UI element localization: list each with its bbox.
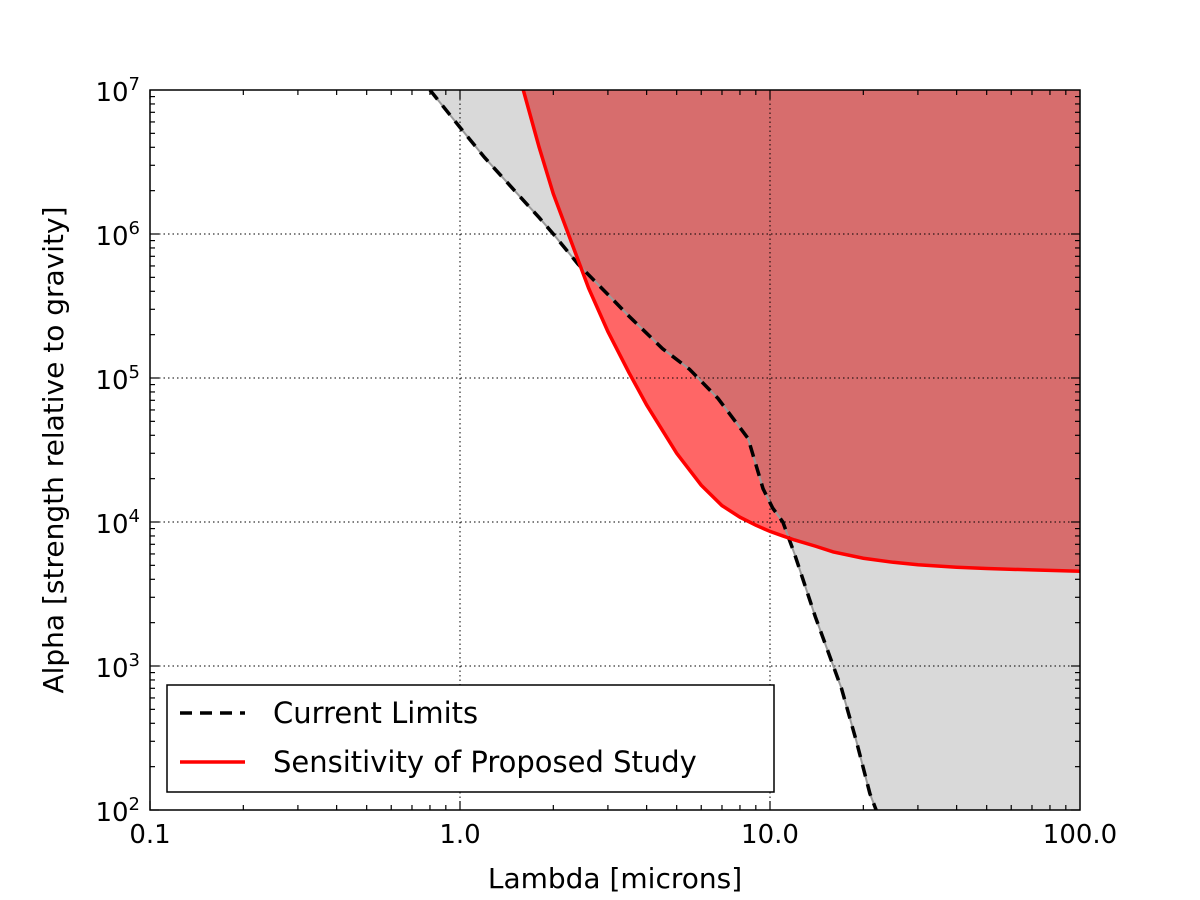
x-tick-label: 0.1	[129, 820, 170, 850]
legend-label-proposed-study: Sensitivity of Proposed Study	[273, 745, 697, 779]
x-tick-label: 10.0	[741, 820, 799, 850]
x-axis-label: Lambda [microns]	[488, 862, 742, 895]
y-axis-label: Alpha [strength relative to gravity]	[37, 206, 70, 693]
axis-ticks	[149, 90, 1080, 811]
y-tick-label: 104	[95, 506, 140, 540]
x-tick-label: 100.0	[1043, 820, 1117, 850]
y-tick-label: 103	[95, 650, 140, 684]
x-tick-label: 1.0	[439, 820, 480, 850]
proposed-study-fill	[523, 90, 1080, 572]
y-tick-label: 107	[95, 74, 140, 108]
plot-frame	[149, 89, 1081, 811]
y-tick-label: 106	[95, 218, 140, 252]
y-tick-labels: 102 103 104 105 106 107	[95, 74, 140, 828]
current-limits-line	[428, 90, 878, 810]
y-tick-label: 102	[95, 794, 140, 828]
y-tick-label: 105	[95, 362, 140, 396]
legend-label-current-limits: Current Limits	[273, 696, 478, 730]
region-fills	[429, 90, 1080, 810]
legend-box	[166, 684, 775, 793]
series-lines	[428, 90, 1080, 810]
x-tick-labels: 0.1 1.0 10.0 100.0	[129, 820, 1117, 850]
proposed-study-line	[521, 90, 1080, 573]
legend: Current Limits Sensitivity of Proposed S…	[166, 684, 775, 793]
